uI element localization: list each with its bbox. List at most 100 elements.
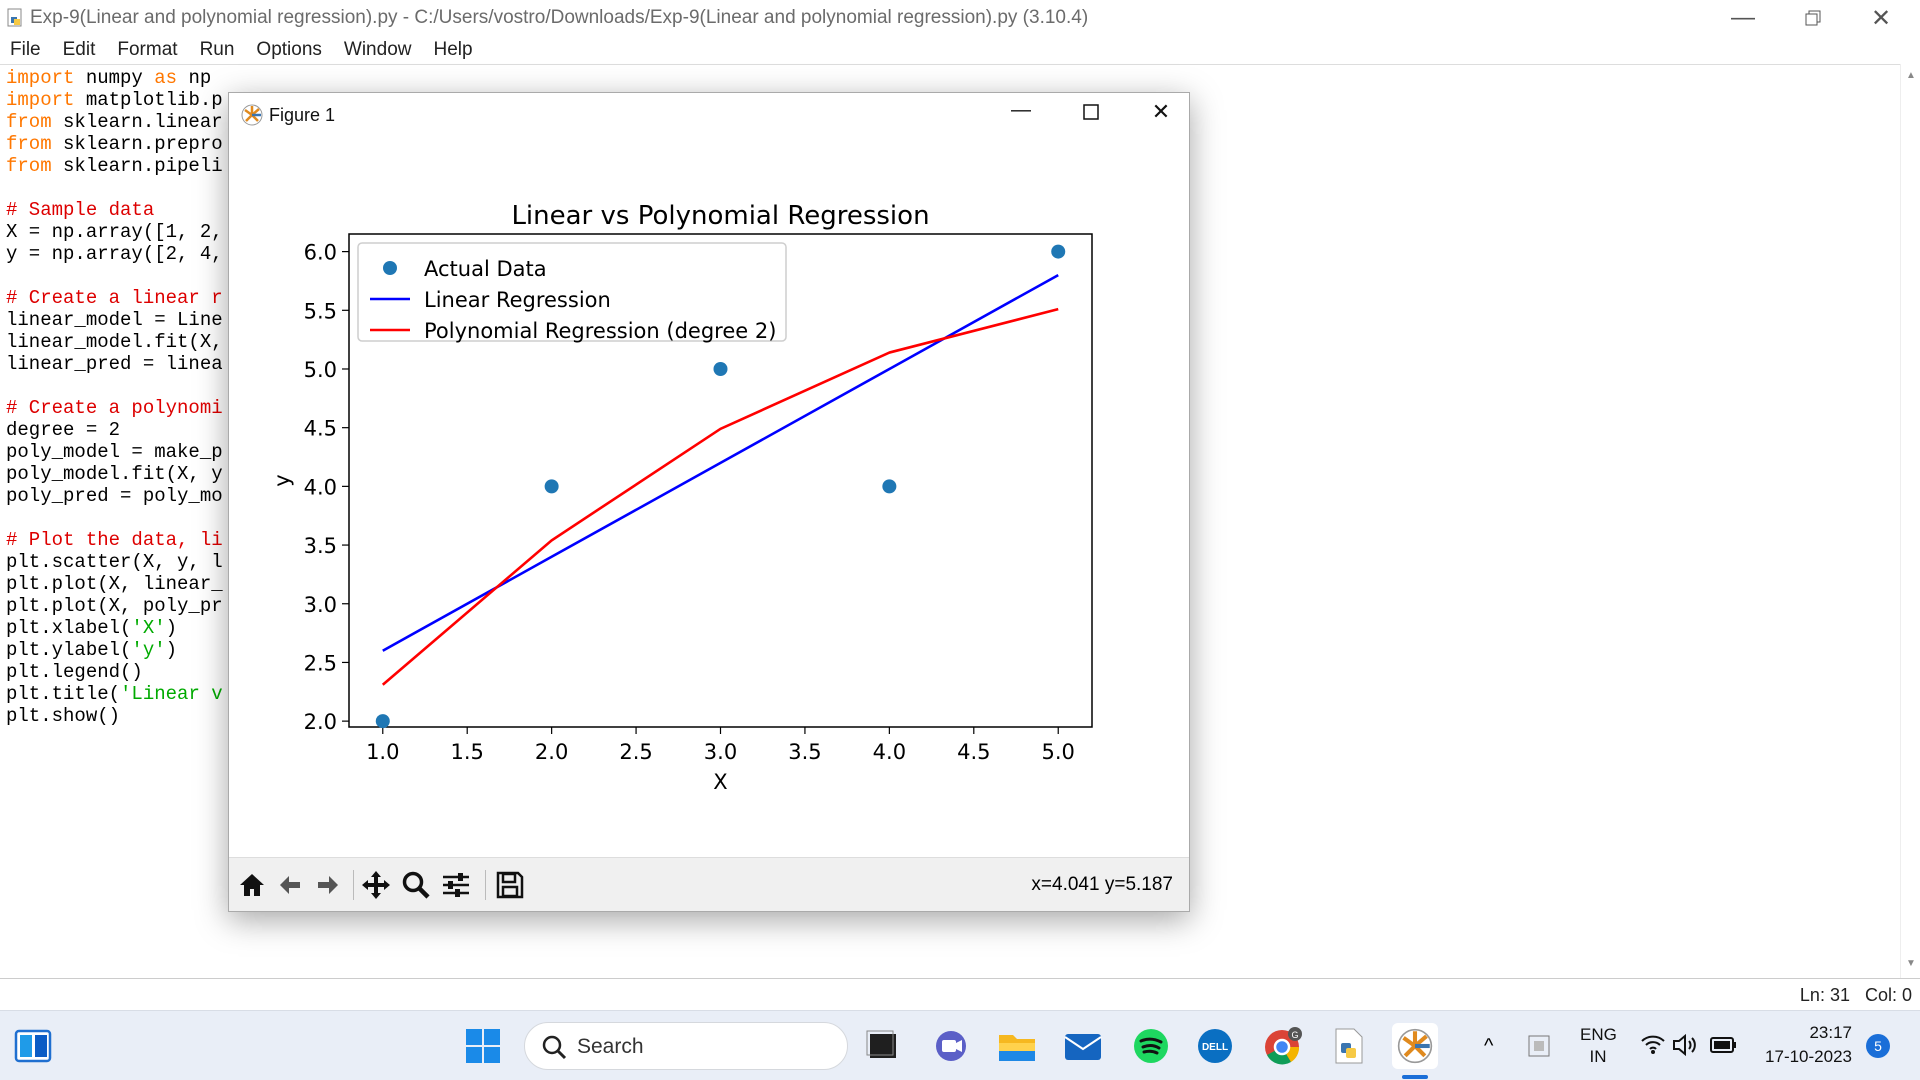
code-line: plt.show(): [6, 705, 121, 727]
mail-icon[interactable]: [1060, 1023, 1106, 1069]
code-line: poly_pred = poly_mo: [6, 485, 223, 507]
figure-maximize-button[interactable]: [1071, 104, 1111, 134]
widgets-icon[interactable]: [10, 1023, 56, 1069]
restore-button[interactable]: [1784, 0, 1842, 36]
configure-subplots-icon[interactable]: [439, 868, 473, 902]
clock[interactable]: 23:17 17-10-2023: [1756, 1023, 1852, 1067]
scroll-down-icon[interactable]: ▼: [1906, 958, 1916, 969]
code-line: # Create a polynomi: [6, 397, 223, 419]
code-line: plt.plot(X, poly_pr: [6, 595, 223, 617]
svg-text:G: G: [1291, 1030, 1298, 1040]
taskbar-search[interactable]: Search: [524, 1022, 848, 1070]
toolbar-separator: [353, 870, 354, 900]
window-title: Exp-9(Linear and polynomial regression).…: [30, 7, 1089, 28]
dell-icon[interactable]: DELL: [1192, 1023, 1238, 1069]
forward-arrow-icon[interactable]: [311, 868, 345, 902]
menu-options[interactable]: Options: [256, 39, 322, 60]
y-tick-label: 5.5: [304, 299, 337, 323]
back-arrow-icon[interactable]: [273, 868, 307, 902]
code-line: poly_model.fit(X, y: [6, 463, 223, 485]
window-titlebar: Exp-9(Linear and polynomial regression).…: [0, 0, 1920, 36]
x-tick-label: 4.5: [957, 740, 990, 764]
menu-edit[interactable]: Edit: [62, 39, 96, 60]
figure-window[interactable]: Figure 1 — ✕ Linear vs Polynomial Regres…: [228, 92, 1190, 912]
y-tick-label: 5.0: [304, 358, 337, 382]
figure-close-button[interactable]: ✕: [1151, 99, 1171, 124]
data-point: [1051, 244, 1066, 259]
wifi-icon[interactable]: [1640, 1033, 1666, 1060]
minimize-button[interactable]: —: [1731, 4, 1755, 31]
language-line2: IN: [1589, 1047, 1607, 1066]
y-tick-label: 6.0: [304, 241, 337, 265]
code-line: plt.title('Linear v: [6, 683, 223, 705]
code-line: plt.scatter(X, y, l: [6, 551, 223, 573]
code-editor[interactable]: import numpy as np import matplotlib.p fro…: [0, 64, 1900, 978]
y-axis-label: y: [270, 474, 294, 486]
code-line: # Plot the data, li: [6, 529, 223, 551]
figure-titlebar[interactable]: Figure 1 — ✕: [229, 93, 1189, 136]
menu-bar: File Edit Format Run Options Window Help: [0, 36, 1920, 64]
zoom-icon[interactable]: [399, 868, 433, 902]
language-indicator[interactable]: ENG IN: [1580, 1025, 1617, 1067]
code-line: # Create a linear r: [6, 287, 223, 309]
code-line: import numpy as np: [6, 67, 212, 89]
code-line: linear_pred = linea: [6, 353, 223, 375]
x-tick-label: 2.5: [619, 740, 652, 764]
x-tick-label: 3.5: [788, 740, 821, 764]
tray-app-icon[interactable]: [1526, 1033, 1552, 1064]
series-line-polynomial-regression-degree-2-: [381, 307, 1059, 686]
menu-run[interactable]: Run: [199, 39, 235, 60]
legend-label: Linear Regression: [424, 288, 611, 312]
teams-chat-icon[interactable]: [928, 1023, 974, 1069]
scroll-up-icon[interactable]: ▲: [1906, 70, 1916, 81]
save-icon[interactable]: [493, 868, 527, 902]
search-icon: [541, 1034, 567, 1065]
figure-minimize-button[interactable]: —: [1011, 99, 1031, 121]
language-line1: ENG: [1580, 1025, 1617, 1044]
code-line: plt.plot(X, linear_: [6, 573, 223, 595]
legend-marker: [383, 261, 397, 275]
x-axis-label: X: [713, 770, 727, 794]
vertical-scrollbar[interactable]: ▲ ▼: [1900, 64, 1920, 978]
x-tick-label: 4.0: [873, 740, 906, 764]
matplotlib-taskbar-icon[interactable]: [1392, 1023, 1438, 1069]
svg-text:DELL: DELL: [1202, 1042, 1228, 1053]
y-tick-label: 4.5: [304, 417, 337, 441]
menu-help[interactable]: Help: [433, 39, 473, 60]
legend-label: Polynomial Regression (degree 2): [424, 319, 776, 343]
x-tick-label: 2.0: [535, 740, 568, 764]
notification-badge[interactable]: 5: [1866, 1034, 1890, 1058]
y-tick-label: 2.0: [304, 710, 337, 734]
code-line: from sklearn.prepro: [6, 133, 223, 155]
tray-chevron-icon[interactable]: ^: [1484, 1035, 1494, 1057]
cursor-coordinates: x=4.041 y=5.187: [1031, 874, 1173, 895]
legend-box: [357, 242, 787, 342]
code-line: X = np.array([1, 2,: [6, 221, 223, 243]
matplotlib-icon: [241, 104, 263, 126]
home-icon[interactable]: [235, 868, 269, 902]
chrome-icon[interactable]: G: [1260, 1023, 1306, 1069]
navigation-toolbar: x=4.041 y=5.187: [229, 857, 1189, 911]
pan-icon[interactable]: [359, 868, 393, 902]
search-label: Search: [577, 1035, 644, 1058]
close-button[interactable]: ✕: [1870, 4, 1892, 32]
taskbar: Search DELL G ^ ENG IN 23:17 17-10-2023 …: [0, 1010, 1920, 1080]
data-point: [882, 479, 897, 494]
legend-label: Actual Data: [424, 257, 547, 281]
menu-window[interactable]: Window: [343, 39, 412, 60]
figure-canvas[interactable]: Linear vs Polynomial Regression 1.0 1.5 2.0…: [229, 136, 1189, 857]
volume-icon[interactable]: [1672, 1033, 1700, 1062]
file-explorer-icon[interactable]: [994, 1023, 1040, 1069]
python-file-icon: [6, 8, 24, 28]
menu-format[interactable]: Format: [117, 39, 178, 60]
start-icon[interactable]: [460, 1023, 506, 1069]
battery-icon[interactable]: [1710, 1035, 1738, 1060]
python-idle-icon[interactable]: [1326, 1023, 1372, 1069]
menu-file[interactable]: File: [10, 39, 41, 60]
regression-chart[interactable]: Linear vs Polynomial Regression 1.0 1.5 2.0…: [229, 136, 1189, 857]
task-view-icon[interactable]: [860, 1023, 906, 1069]
spotify-icon[interactable]: [1128, 1023, 1174, 1069]
code-line: linear_model = Line: [6, 309, 223, 331]
y-tick-label: 3.5: [304, 534, 337, 558]
code-line: plt.legend(): [6, 661, 143, 683]
